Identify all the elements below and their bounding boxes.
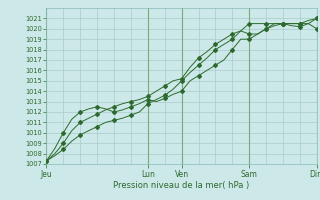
X-axis label: Pression niveau de la mer( hPa ): Pression niveau de la mer( hPa ) (114, 181, 250, 190)
